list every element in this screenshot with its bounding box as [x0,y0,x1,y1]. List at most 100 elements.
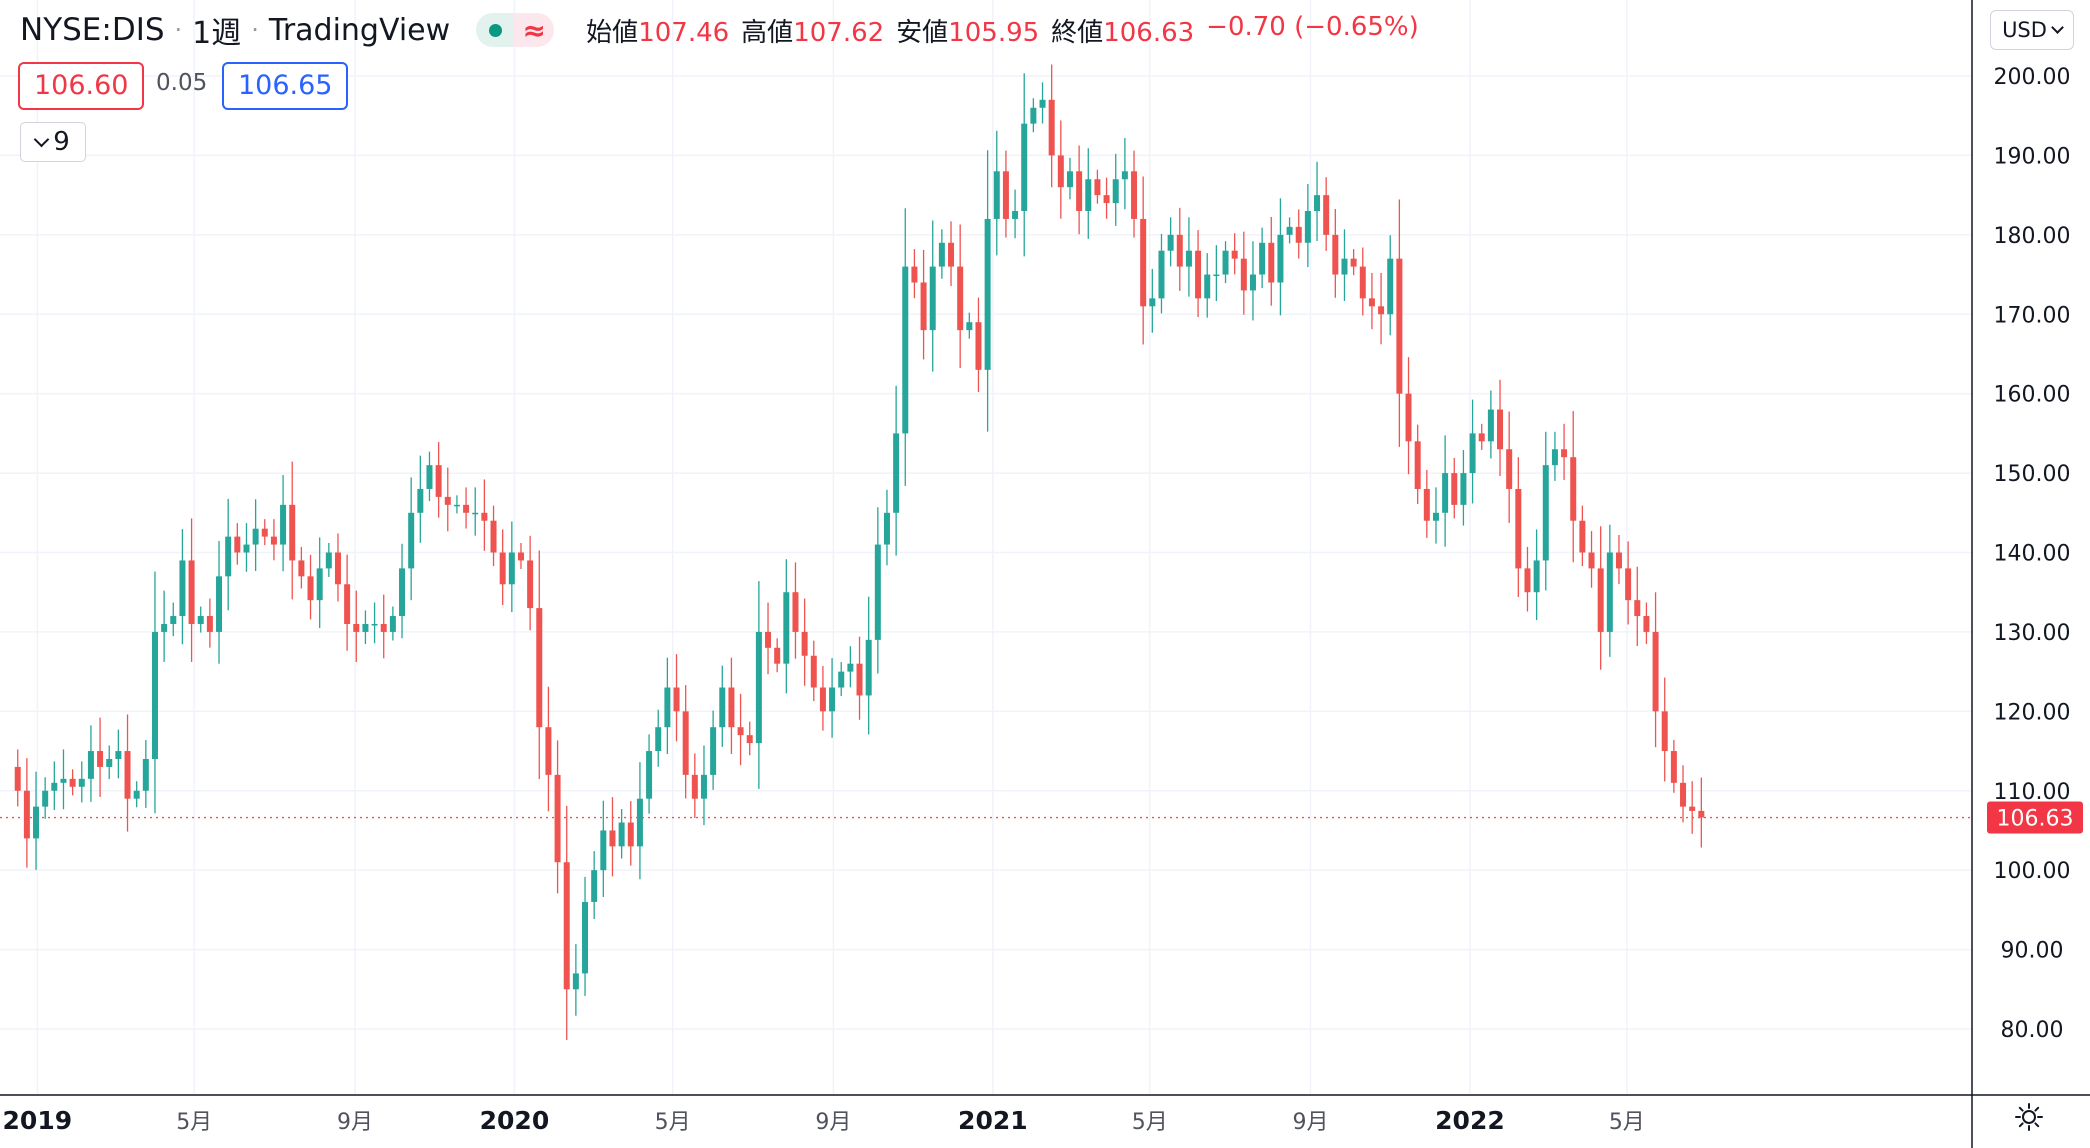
candle-body [216,576,223,632]
candle-body [444,496,451,505]
indicator-count: 9 [53,127,70,157]
market-status-pill[interactable]: ≈ [476,13,555,47]
candle-body [1689,806,1696,811]
legend-separator: · [174,16,183,44]
candle-body [536,608,543,728]
candle-body [1286,226,1293,235]
candle-body [618,822,625,847]
candle-body [1432,512,1439,521]
candle-body [1167,234,1174,251]
candle-body [636,798,643,847]
candle-body [307,576,314,601]
currency-button[interactable]: USD [1990,10,2074,50]
candle-body [911,266,918,283]
currency-label: USD [2002,18,2047,42]
candle-body [600,830,607,871]
candle-body [78,778,85,787]
candle-body [1359,266,1366,299]
candle-body [252,528,259,545]
candle-body [1066,171,1073,188]
candle-body [737,727,744,736]
candle-body [490,520,497,553]
candle-body [1222,250,1229,275]
last-price-label: 106.63 [1997,807,2074,832]
candle-body [1469,433,1476,474]
candle-body [371,623,378,626]
x-tick-label: 5月 [1609,1110,1645,1135]
candle-body [33,806,40,839]
candle-body [1012,211,1019,219]
candle-body [417,488,424,513]
candle-body [710,727,717,775]
candle-body [1094,179,1101,196]
candle-body [838,671,845,688]
candle-body [1643,616,1650,632]
indicators-toggle-button[interactable]: 9 [20,122,86,162]
candle-body [1048,99,1055,156]
ohlc-change: −0.70 (−0.65%) [1206,11,1419,42]
candle-body [1176,234,1183,267]
candle-body [1588,552,1595,569]
candle-body [609,830,616,847]
candle-body [399,568,406,617]
candle-body [1497,409,1504,450]
y-tick-label: 170.00 [1994,303,2071,328]
y-tick-label: 90.00 [2001,939,2064,964]
candle-body [60,778,67,783]
candle-body [1405,393,1412,442]
x-tick-label: 2019 [3,1106,73,1135]
candle-body [1323,195,1330,235]
candle-body [517,552,524,561]
candle-body [1259,242,1266,275]
candle-body [1314,195,1321,212]
candle-body [1615,552,1622,569]
candle-body [591,870,598,902]
candle-body [1680,782,1687,807]
y-tick-label: 80.00 [2001,1018,2064,1043]
candle-body [1487,409,1494,442]
candle-body [902,266,909,434]
candle-body [1204,274,1211,299]
candle-body [51,782,58,791]
candle-body [746,735,753,744]
buy-price-button[interactable]: 106.65 [222,62,349,110]
y-tick-label: 120.00 [1994,700,2071,725]
candle-body [1149,298,1156,307]
candle-body [1103,195,1110,204]
symbol-name[interactable]: NYSE:DIS [20,12,165,48]
interval-label[interactable]: 1週 [192,16,242,51]
candle-body [627,822,634,847]
candle-body [151,631,158,759]
candle-body [499,552,506,585]
candle-body [1295,226,1302,243]
sell-price-button[interactable]: 106.60 [18,62,145,110]
candle-body [938,242,945,267]
candle-body [234,536,241,553]
candle-body [1121,171,1128,180]
candle-body [344,584,351,624]
candle-body [1140,218,1147,307]
candle-body [1131,171,1138,219]
y-tick-label: 190.00 [1994,144,2071,169]
candle-body [1396,258,1403,394]
candle-body [1515,488,1522,569]
candle-body [1341,258,1348,275]
settings-gear-icon[interactable] [2014,1102,2046,1134]
candle-body [124,751,131,799]
candle-body [582,901,589,974]
candle-layer [14,64,1705,1041]
candle-body [1112,179,1119,204]
candle-body [883,512,890,545]
candle-body [1698,810,1705,818]
candle-body [1368,298,1375,307]
candle-body [948,242,955,267]
candle-body [1304,211,1311,243]
candle-body [353,623,360,632]
spread-value: 0.05 [156,70,208,96]
candle-body [1332,234,1339,275]
candle-body [1277,234,1284,283]
x-tick-label: 9月 [1292,1110,1328,1135]
candle-body [1597,568,1604,632]
candle-body [23,790,30,839]
